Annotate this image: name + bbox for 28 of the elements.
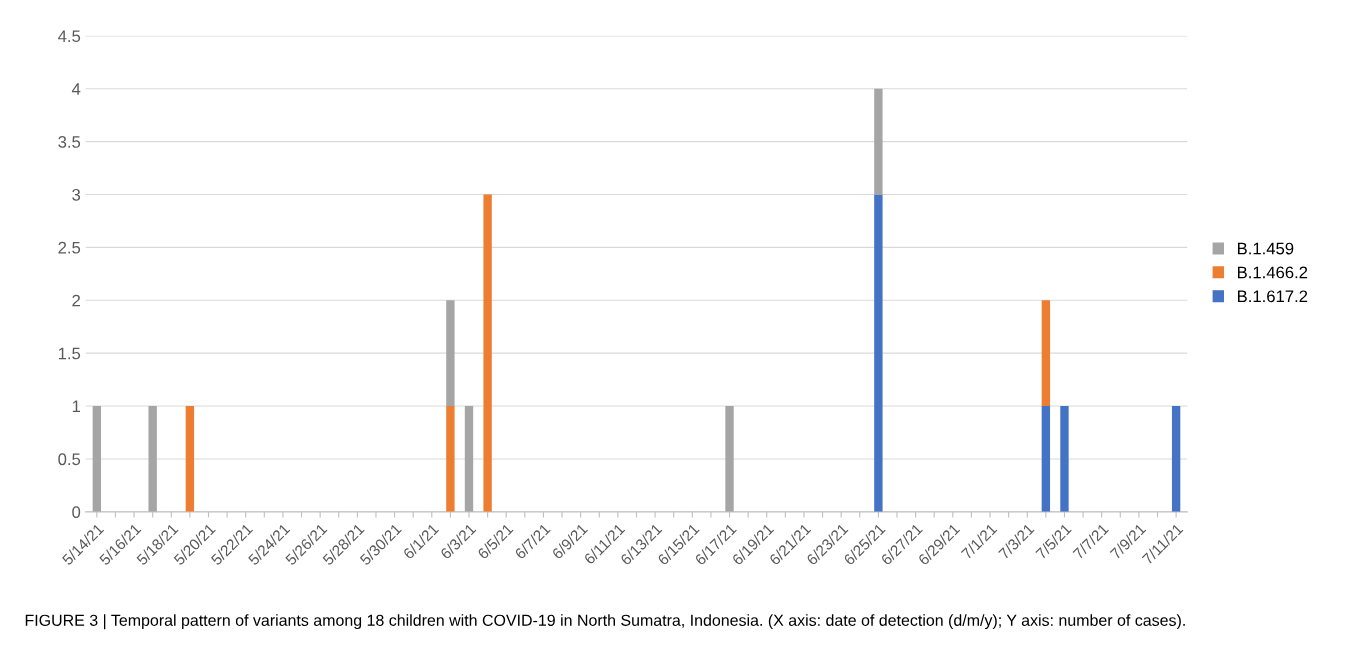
y-tick-label: 4.5 [58, 30, 81, 43]
bar [446, 406, 455, 512]
bar [1041, 300, 1051, 407]
y-tick-label: 1 [72, 400, 81, 413]
y-tick-label: 2 [72, 294, 80, 307]
bar [725, 406, 734, 512]
bar [483, 194, 492, 512]
bar [1060, 406, 1069, 512]
bar [1171, 406, 1181, 512]
y-tick-label: 3 [72, 188, 81, 201]
y-tick-label: 4 [71, 83, 81, 95]
bar [874, 88, 883, 195]
bar [92, 406, 102, 512]
caption: FIGURE 3 | Temporal pattern of variants among 18 children with COVID-19 in North Sumatra, Indonesia. (X axis: date of detection (d/m/y); Y axis: number of cases). [25, 614, 1185, 630]
bar [874, 194, 883, 512]
legend-label: B.1.617.2 [1238, 290, 1308, 303]
y-tick-label: 2.5 [58, 241, 81, 254]
y-tick-label: 3.5 [58, 136, 81, 148]
legend-label: B.1.459 [1238, 242, 1294, 255]
bar [446, 300, 455, 407]
bar [185, 406, 195, 512]
bar [1041, 406, 1051, 512]
y-tick-label: 1.5 [58, 347, 81, 360]
y-tick-label: 0 [72, 506, 81, 519]
bar [464, 406, 474, 512]
legend-label: B.1.466.2 [1238, 266, 1308, 279]
bar [148, 406, 157, 512]
y-tick-label: 0.5 [58, 453, 81, 466]
